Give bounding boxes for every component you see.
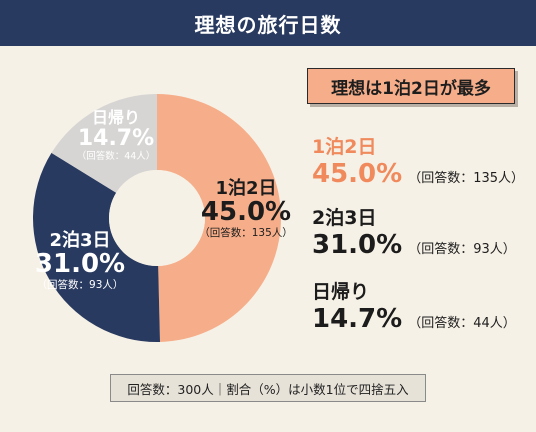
slice-name: 日帰り (91, 108, 140, 127)
legend-item-higaeri: 日帰り 14.7% （回答数：44人） (312, 280, 516, 339)
slice-label-1haku2ka: 1泊2日 45.0% （回答数：135人） (196, 178, 296, 240)
legend-percent: 14.7% (312, 304, 403, 334)
legend-count: （回答数：135人） (408, 171, 525, 186)
chart-title: 理想の旅行日数 (194, 12, 342, 37)
legend-item-2haku3ka: 2泊3日 31.0% （回答数：93人） (312, 206, 516, 265)
slice-percent: 31.0% (34, 248, 126, 279)
legend-percent: 45.0% (312, 159, 403, 189)
slice-name: 2泊3日 (49, 230, 111, 251)
slice-count: （回答数：93人） (36, 279, 124, 292)
chart-title-bar: 理想の旅行日数 (0, 0, 536, 46)
legend-name: 2泊3日 (312, 207, 377, 229)
legend-count: （回答数：93人） (408, 242, 516, 257)
slice-percent: 14.7% (77, 125, 155, 151)
slice-percent: 45.0% (200, 196, 292, 227)
slice-higaeri (51, 94, 157, 193)
footer-note: 回答数：300人｜割合（%）は小数1位で四捨五入 (110, 374, 426, 402)
highlight-callout: 理想は1泊2日が最多 (307, 68, 515, 104)
slice-label-higaeri: 日帰り 14.7% （回答数：44人） (66, 108, 166, 162)
legend-count: （回答数：44人） (408, 316, 516, 331)
slice-2haku3ka (32, 152, 161, 342)
slice-1haku2ka (157, 94, 281, 342)
legend-name: 1泊2日 (312, 136, 377, 158)
slice-count: （回答数：135人） (199, 227, 293, 240)
footer-note-text: 回答数：300人｜割合（%）は小数1位で四捨五入 (127, 381, 409, 397)
legend-item-1haku2ka: 1泊2日 45.0% （回答数：135人） (312, 135, 524, 194)
donut-hole (109, 170, 205, 266)
slice-label-2haku3ka: 2泊3日 31.0% （回答数：93人） (30, 230, 130, 292)
legend-percent: 31.0% (312, 230, 403, 260)
slice-name: 1泊2日 (215, 178, 277, 199)
callout-text: 理想は1泊2日が最多 (331, 78, 491, 99)
donut-chart (32, 94, 281, 342)
legend-name: 日帰り (312, 281, 370, 303)
slice-count: （回答数：44人） (76, 150, 156, 162)
